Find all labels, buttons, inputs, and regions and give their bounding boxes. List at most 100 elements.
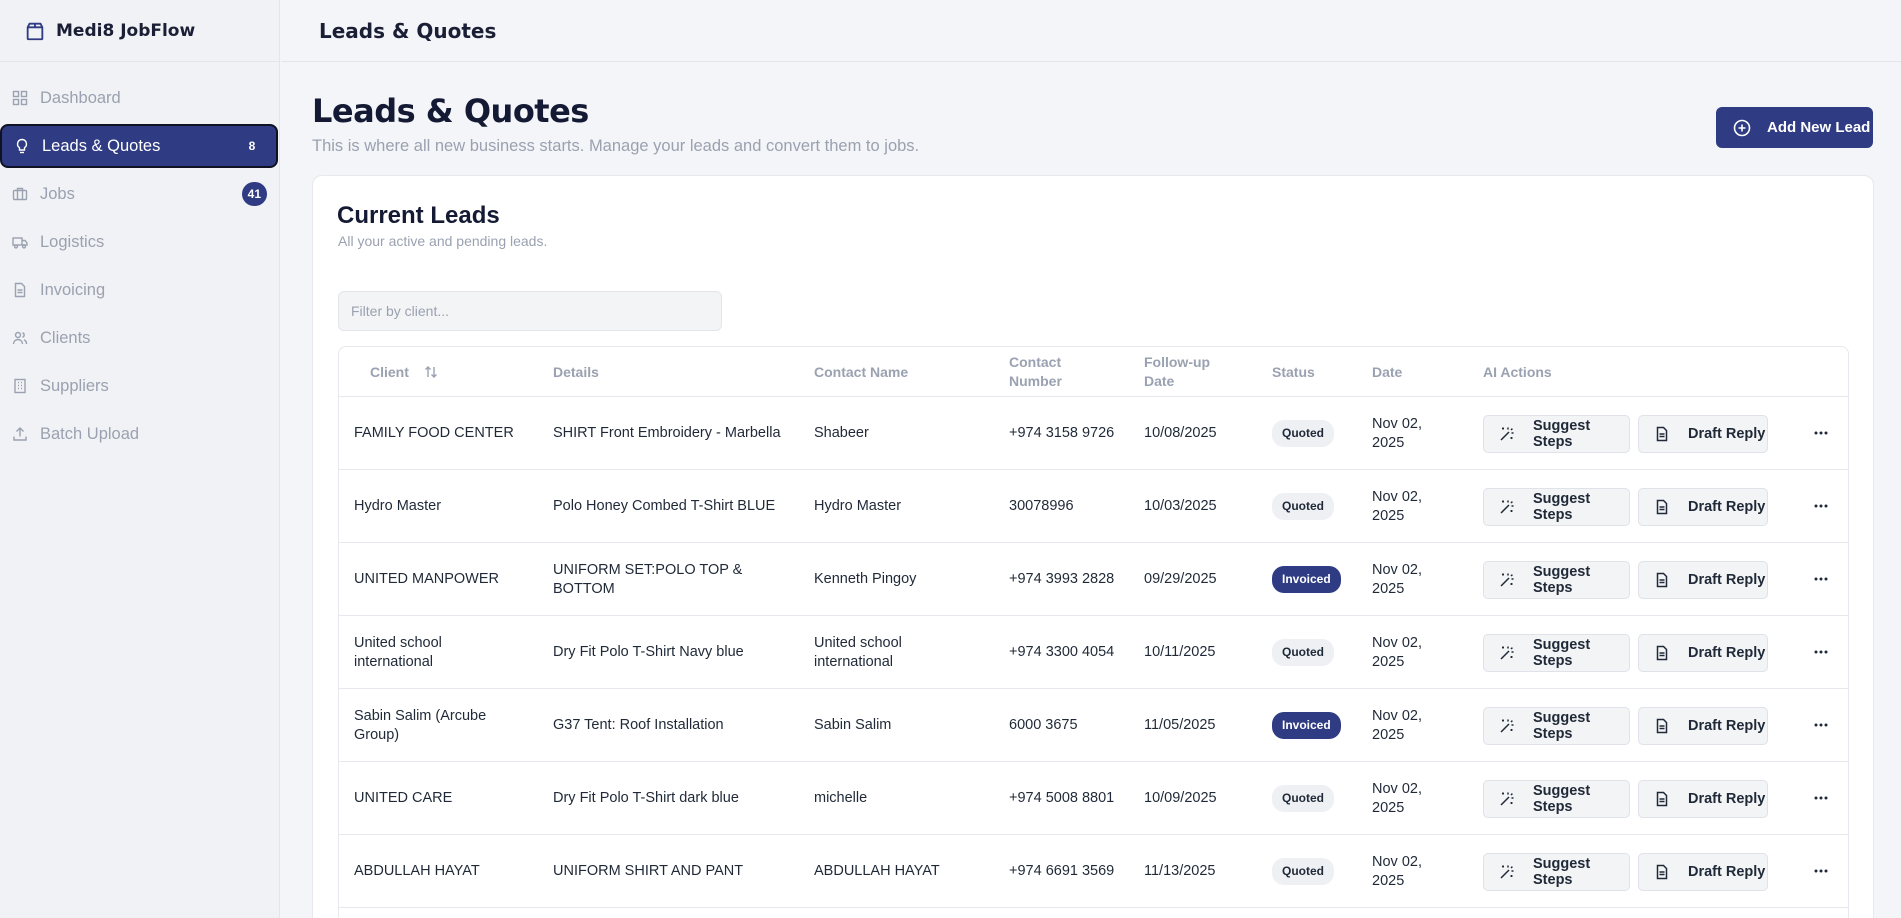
sidebar-item-label: Batch Upload [40,424,140,443]
draft-reply-button[interactable]: Draft Reply [1638,780,1768,818]
date-line: 2025 [1372,726,1405,743]
cell-contact-name: ABDULLAH HAYAT [814,863,940,879]
sidebar-item-clients[interactable]: Clients [0,316,279,360]
column-header-contact-name: Contact Name [814,363,909,380]
suggest-steps-button[interactable]: Suggest Steps [1483,853,1630,891]
plus-circle-icon [1733,119,1751,137]
table-row[interactable]: United school international Dry Fit Polo … [339,616,1848,689]
cell-contact-number: +974 5008 8801 [1009,790,1115,806]
more-options-icon[interactable] [1811,569,1831,589]
suggest-steps-button[interactable]: Suggest Steps [1483,415,1630,453]
more-options-icon[interactable] [1811,861,1831,881]
cell-client: FAMILY FOOD CENTER [354,425,514,441]
dashboard-icon [12,90,28,106]
table-row[interactable]: ABDULLAH HAYAT UNIFORM SHIRT AND PANT ABDU… [339,835,1848,908]
more-options-icon[interactable] [1811,715,1831,735]
cell-contact-number: +974 3300 4054 [1009,644,1115,660]
table-row[interactable]: Hydro Master Polo Honey Combed T-Shirt BL… [339,470,1848,543]
cell-contact-number: +974 6691 3569 [1009,863,1115,879]
date-line: Nov 02, [1372,415,1422,432]
draft-reply-button[interactable]: Draft Reply [1638,634,1768,672]
client-filter-input[interactable] [338,291,722,331]
sidebar-item-invoicing[interactable]: Invoicing [0,268,279,312]
draft-reply-label: Draft Reply [1688,426,1766,442]
upload-icon [12,426,28,442]
table-row[interactable]: Sabin Salim (Arcube Group) G37 Tent: Roof… [339,689,1848,762]
sidebar-item-leads-quotes[interactable]: Leads & Quotes 8 [0,124,278,168]
document-icon [12,282,28,298]
suggest-steps-button[interactable]: Suggest Steps [1483,561,1630,599]
users-icon [12,330,28,346]
sidebar-item-logistics[interactable]: Logistics [0,220,279,264]
table-row[interactable]: FAMILY FOOD CENTER SHIRT Front Embroidery… [339,397,1848,470]
date-line: Nov 02, [1372,853,1422,870]
sidebar-item-label: Invoicing [40,280,106,299]
cell-details: Polo Honey Combed T-Shirt BLUE [553,498,776,514]
suggest-steps-button[interactable]: Suggest Steps [1483,707,1630,745]
date-line: 2025 [1372,434,1405,451]
add-new-lead-label: Add New Lead [1767,119,1871,136]
date-line: Nov 02, [1372,634,1422,651]
column-label: Client [370,363,409,380]
cell-status: Quoted [1272,762,1334,835]
status-badge: Invoiced [1272,566,1341,593]
cell-client: Sabin Salim (Arcube Group) [354,707,487,743]
date-line: Nov 02, [1372,561,1422,578]
document-icon [1654,864,1670,880]
draft-reply-button[interactable]: Draft Reply [1638,415,1768,453]
cell-status: Invoiced [1272,689,1341,762]
sidebar-item-jobs[interactable]: Jobs 41 [0,172,279,216]
magic-wand-icon [1499,499,1515,515]
suggest-steps-button[interactable]: Suggest Steps [1483,488,1630,526]
sort-icon[interactable] [423,364,439,380]
table-row[interactable]: UNITED CARE Dry Fit Polo T-Shirt dark blu… [339,762,1848,835]
draft-reply-button[interactable]: Draft Reply [1638,707,1768,745]
cell-date: Nov 02, 2025 [1372,616,1422,689]
suggest-steps-button[interactable]: Suggest Steps [1483,780,1630,818]
column-header-date: Date [1372,363,1403,380]
cell-date: Nov 02, 2025 [1372,470,1422,543]
cell-details: Dry Fit Polo T-Shirt dark blue [553,790,739,806]
sidebar-item-dashboard[interactable]: Dashboard [0,76,279,120]
truck-icon [12,234,28,250]
lightbulb-icon [14,138,30,154]
cell-date: Nov 02, 2025 [1372,397,1422,470]
cell-contact-number: +974 3993 2828 [1009,571,1115,587]
document-icon [1654,791,1670,807]
more-options-icon[interactable] [1811,642,1831,662]
cell-contact-name: Sabin Salim [814,717,892,733]
document-icon [1654,499,1670,515]
suggest-steps-button[interactable]: Suggest Steps [1483,634,1630,672]
cell-details: Dry Fit Polo T-Shirt Navy blue [553,644,744,660]
cell-contact-number: +974 3158 9726 [1009,425,1115,441]
cell-date: Nov 02, 2025 [1372,689,1422,762]
draft-reply-label: Draft Reply [1688,645,1766,661]
package-icon [24,20,46,42]
draft-reply-button[interactable]: Draft Reply [1638,488,1768,526]
sidebar-item-label: Dashboard [40,88,121,107]
brand[interactable]: Medi8 JobFlow [0,0,279,62]
more-options-icon[interactable] [1811,423,1831,443]
status-badge: Invoiced [1272,712,1341,739]
sidebar-item-batch-upload[interactable]: Batch Upload [0,412,279,456]
column-label: Date [1144,373,1175,389]
document-icon [1654,426,1670,442]
suggest-steps-label: Suggest Steps [1533,783,1591,815]
table-row[interactable]: UNITED MANPOWER UNIFORM SET:POLO TOP & BO… [339,543,1848,616]
card-title: Current Leads [337,202,500,229]
more-options-icon[interactable] [1811,788,1831,808]
add-new-lead-button[interactable]: Add New Lead [1716,107,1873,148]
column-header-status: Status [1272,363,1315,380]
sidebar-item-suppliers[interactable]: Suppliers [0,364,279,408]
more-options-icon[interactable] [1811,496,1831,516]
draft-reply-button[interactable]: Draft Reply [1638,853,1768,891]
building-icon [12,378,28,394]
magic-wand-icon [1499,864,1515,880]
suggest-steps-label: Suggest Steps [1533,564,1591,596]
draft-reply-button[interactable]: Draft Reply [1638,561,1768,599]
date-line: 2025 [1372,507,1405,524]
column-label: Follow-up [1144,354,1211,370]
column-header-client[interactable]: Client [370,347,439,397]
sidebar-item-label: Leads & Quotes [42,136,161,155]
cell-followup-date: 11/05/2025 [1144,717,1216,733]
